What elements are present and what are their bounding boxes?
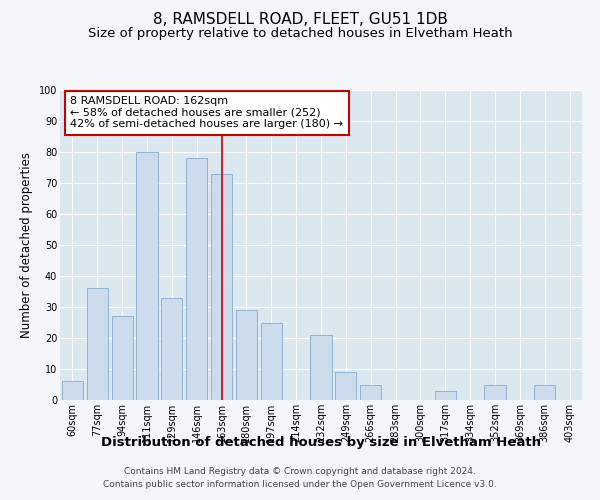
Bar (136, 152, 158, 400)
Bar (435, 390, 456, 400)
Bar (335, 372, 356, 400)
Text: Distribution of detached houses by size in Elvetham Heath: Distribution of detached houses by size … (101, 436, 541, 449)
Text: Contains HM Land Registry data © Crown copyright and database right 2024.: Contains HM Land Registry data © Crown c… (124, 467, 476, 476)
Text: 8, RAMSDELL ROAD, FLEET, GU51 1DB: 8, RAMSDELL ROAD, FLEET, GU51 1DB (152, 12, 448, 28)
Y-axis label: Number of detached properties: Number of detached properties (20, 152, 33, 338)
Bar (236, 310, 257, 400)
Text: Size of property relative to detached houses in Elvetham Heath: Size of property relative to detached ho… (88, 28, 512, 40)
Bar (62, 382, 83, 400)
Bar (261, 322, 282, 400)
Bar (534, 384, 555, 400)
Bar (186, 158, 207, 400)
Bar (87, 288, 108, 400)
Bar (112, 316, 133, 400)
Text: 8 RAMSDELL ROAD: 162sqm
← 58% of detached houses are smaller (252)
42% of semi-d: 8 RAMSDELL ROAD: 162sqm ← 58% of detache… (70, 96, 343, 130)
Bar (484, 384, 506, 400)
Bar (360, 384, 381, 400)
Bar (310, 335, 332, 400)
Text: Contains public sector information licensed under the Open Government Licence v3: Contains public sector information licen… (103, 480, 497, 489)
Bar (161, 298, 182, 400)
Bar (211, 174, 232, 400)
